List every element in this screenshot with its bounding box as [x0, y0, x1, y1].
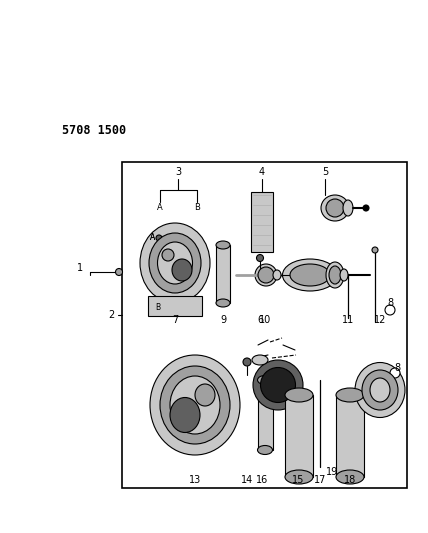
Text: 19: 19: [326, 467, 338, 477]
Circle shape: [116, 269, 122, 276]
Ellipse shape: [326, 199, 344, 217]
Ellipse shape: [149, 233, 201, 293]
Ellipse shape: [172, 259, 192, 281]
Ellipse shape: [253, 360, 303, 410]
Circle shape: [372, 247, 378, 253]
Ellipse shape: [285, 388, 313, 402]
Bar: [122, 162, 407, 488]
Text: 15: 15: [292, 475, 304, 485]
Ellipse shape: [273, 270, 281, 280]
Ellipse shape: [158, 242, 193, 284]
Ellipse shape: [282, 259, 338, 291]
Ellipse shape: [336, 470, 364, 484]
Ellipse shape: [258, 267, 274, 283]
Ellipse shape: [370, 378, 390, 402]
Ellipse shape: [290, 264, 330, 286]
Text: 5708 1500: 5708 1500: [62, 124, 126, 136]
Text: 1: 1: [77, 263, 83, 273]
Ellipse shape: [258, 446, 273, 455]
Ellipse shape: [343, 200, 353, 216]
Ellipse shape: [255, 264, 277, 286]
Ellipse shape: [160, 366, 230, 444]
Text: 8: 8: [387, 298, 393, 308]
Text: 11: 11: [342, 315, 354, 325]
Bar: [148, 296, 202, 316]
Text: 10: 10: [259, 315, 271, 325]
Text: B: B: [155, 303, 160, 312]
Text: 14: 14: [241, 475, 253, 485]
Ellipse shape: [150, 355, 240, 455]
Ellipse shape: [140, 223, 210, 303]
Ellipse shape: [340, 269, 348, 281]
Text: 18: 18: [344, 475, 356, 485]
Text: 16: 16: [256, 475, 268, 485]
Circle shape: [156, 235, 162, 241]
Ellipse shape: [170, 398, 200, 432]
Text: A: A: [150, 233, 156, 243]
Ellipse shape: [329, 266, 341, 284]
Text: 8: 8: [394, 363, 400, 373]
Ellipse shape: [336, 388, 364, 402]
Text: 3: 3: [175, 167, 181, 177]
Circle shape: [390, 368, 400, 378]
Circle shape: [385, 305, 395, 315]
Ellipse shape: [261, 367, 295, 402]
Ellipse shape: [362, 370, 398, 410]
Ellipse shape: [252, 355, 268, 365]
Text: 13: 13: [189, 475, 201, 485]
Bar: [336, 395, 364, 477]
Text: 17: 17: [314, 475, 326, 485]
Text: A: A: [157, 204, 163, 213]
Text: B: B: [194, 204, 200, 213]
Bar: [251, 192, 273, 252]
Text: 9: 9: [220, 315, 226, 325]
Ellipse shape: [326, 262, 344, 288]
Bar: [285, 395, 313, 477]
Circle shape: [243, 358, 251, 366]
Bar: [258, 380, 273, 450]
Text: 12: 12: [374, 315, 386, 325]
Ellipse shape: [216, 241, 230, 249]
Ellipse shape: [285, 470, 313, 484]
Circle shape: [363, 205, 369, 211]
Ellipse shape: [195, 384, 215, 406]
Text: 4: 4: [259, 167, 265, 177]
Ellipse shape: [162, 249, 174, 261]
Text: A: A: [150, 233, 156, 243]
Ellipse shape: [170, 376, 220, 434]
Bar: [216, 245, 230, 303]
Ellipse shape: [355, 362, 405, 417]
Ellipse shape: [258, 376, 273, 384]
Circle shape: [256, 254, 264, 262]
Ellipse shape: [321, 195, 349, 221]
Text: 7: 7: [172, 315, 178, 325]
Text: 6: 6: [257, 315, 263, 325]
Text: 2: 2: [108, 310, 114, 320]
Ellipse shape: [216, 299, 230, 307]
Text: 5: 5: [322, 167, 328, 177]
